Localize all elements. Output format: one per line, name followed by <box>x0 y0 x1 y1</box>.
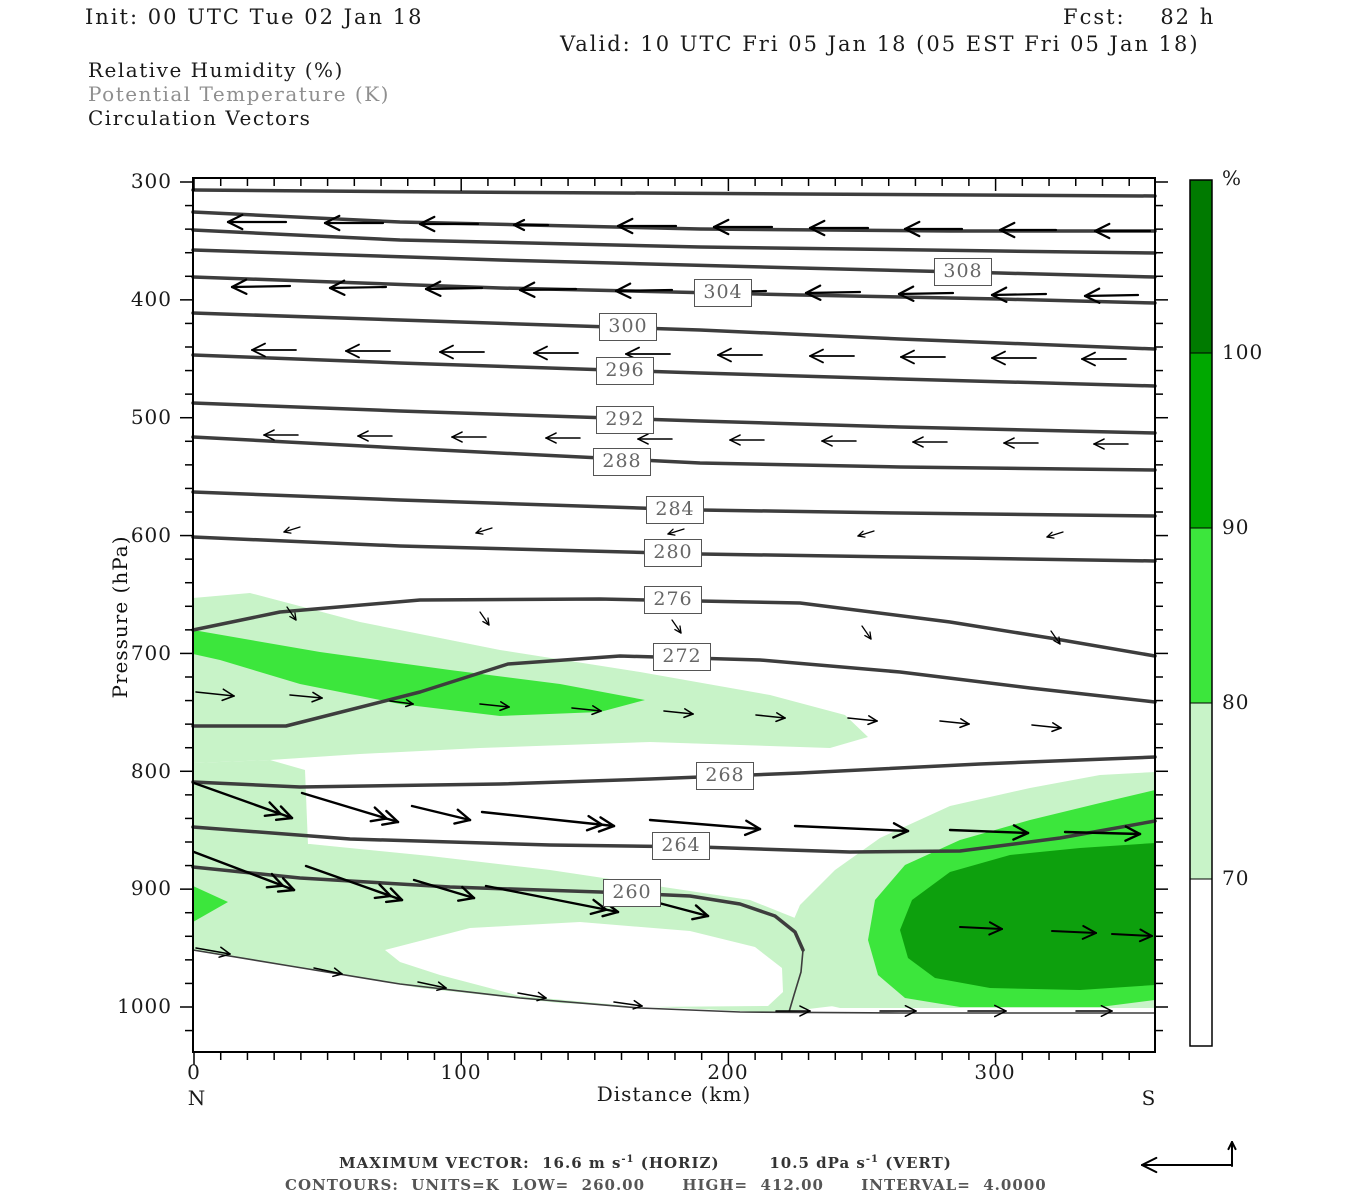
field-contour-label: Potential Temperature (K) <box>88 82 390 106</box>
field-list: Relative Humidity (%) Potential Temperat… <box>88 58 390 130</box>
max-vector-tail-text: (VERT) <box>878 1154 952 1172</box>
max-vector-vert-text: (HORIZ) 10.5 dPa s <box>634 1154 866 1172</box>
field-vector-label: Circulation Vectors <box>88 106 312 130</box>
y-axis-title: Pressure (hPa) <box>108 535 132 699</box>
forecast-hour-label: Fcst: 82 h <box>1063 5 1216 29</box>
sup-minus-one: -1 <box>865 1154 879 1165</box>
init-time-label: Init: 00 UTC Tue 02 Jan 18 <box>85 5 424 29</box>
contour-info-line: CONTOURS: UNITS=K LOW= 260.00 HIGH= 412.… <box>285 1176 1047 1194</box>
field-shaded-label: Relative Humidity (%) <box>88 58 344 82</box>
sup-minus-one: -1 <box>621 1154 635 1165</box>
x-end-north-label: N <box>187 1086 207 1110</box>
colorbar-unit-label: % <box>1222 166 1243 190</box>
max-vector-line: MAXIMUM VECTOR: 16.6 m s-1 (HORIZ) 10.5 … <box>339 1154 952 1172</box>
x-end-south-label: S <box>1141 1086 1157 1110</box>
x-axis-title: Distance (km) <box>596 1082 752 1106</box>
max-vector-horiz-text: MAXIMUM VECTOR: 16.6 m s <box>339 1154 622 1172</box>
valid-time-label: Valid: 10 UTC Fri 05 Jan 18 (05 EST Fri … <box>560 32 1200 56</box>
